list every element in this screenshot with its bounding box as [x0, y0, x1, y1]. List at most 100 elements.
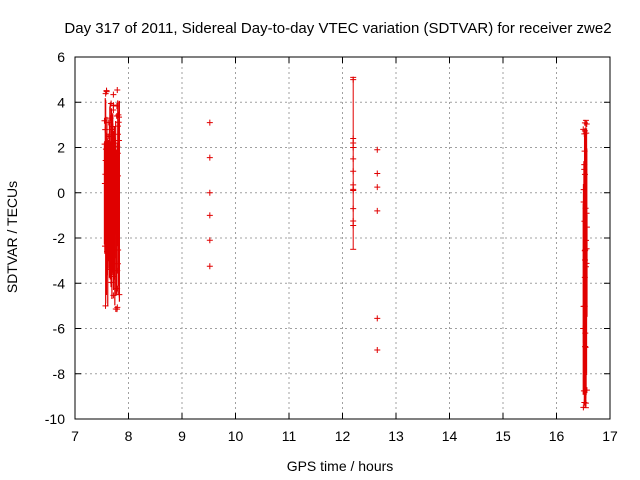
data-point — [580, 126, 587, 133]
cluster-point — [115, 137, 122, 144]
cluster-point — [105, 119, 112, 126]
cluster-point — [581, 161, 588, 168]
cluster-point — [114, 143, 121, 150]
data-point — [350, 76, 357, 83]
cluster-point — [105, 203, 112, 210]
cluster-point — [580, 387, 587, 394]
cluster-point — [108, 100, 115, 107]
cluster-point — [108, 214, 115, 221]
data-layer — [101, 76, 590, 411]
x-axis-label: GPS time / hours — [287, 458, 394, 474]
data-point — [206, 263, 213, 270]
data-point — [350, 155, 357, 162]
x-tick-label: 15 — [495, 428, 511, 444]
cluster-point — [116, 291, 123, 298]
y-axis-label: SDTVAR / TECUs — [4, 181, 20, 293]
data-point — [374, 146, 381, 153]
cluster-point — [101, 180, 108, 187]
cluster-point — [112, 220, 119, 227]
cluster-point — [582, 247, 589, 254]
x-tick-label: 8 — [125, 428, 133, 444]
cluster-point — [581, 274, 588, 281]
cluster-point — [102, 126, 109, 133]
cluster-point — [109, 123, 116, 130]
data-point — [374, 184, 381, 191]
cluster-point — [104, 248, 111, 255]
cluster-point — [110, 227, 117, 234]
chart-title: Day 317 of 2011, Sidereal Day-to-day VTE… — [64, 20, 611, 37]
x-tick-label: 11 — [282, 428, 297, 444]
cluster-point — [102, 146, 109, 153]
x-tick-label: 13 — [388, 428, 404, 444]
cluster-point — [102, 243, 109, 250]
data-point — [350, 144, 357, 151]
cluster-point — [110, 273, 117, 280]
cluster-point — [101, 117, 108, 124]
cluster-point — [112, 140, 119, 147]
data-point — [374, 207, 381, 214]
cluster-point — [582, 257, 589, 264]
cluster-point — [583, 224, 590, 231]
x-tick-label: 7 — [71, 428, 79, 444]
cluster-point — [581, 171, 588, 178]
cluster-point — [582, 330, 589, 337]
y-tick-label: 6 — [57, 49, 65, 65]
cluster-point — [114, 209, 121, 216]
data-point — [350, 222, 357, 229]
data-point — [206, 212, 213, 219]
cluster-point — [114, 260, 121, 267]
y-tick-label: -4 — [53, 275, 66, 291]
cluster-point — [102, 90, 109, 97]
cluster-point — [114, 304, 121, 311]
data-point — [206, 154, 213, 161]
cluster-point — [583, 260, 590, 267]
cluster-point — [583, 210, 590, 217]
y-tick-label: -6 — [53, 321, 66, 337]
cluster-point — [115, 123, 122, 130]
x-tick-label: 9 — [178, 428, 186, 444]
cluster-point — [107, 115, 114, 122]
cluster-point — [105, 133, 112, 140]
data-point — [582, 400, 589, 407]
x-tick-label: 12 — [335, 428, 351, 444]
cluster-point — [114, 86, 121, 93]
x-tick-label: 16 — [549, 428, 565, 444]
y-tick-label: 2 — [57, 140, 65, 156]
cluster-point — [582, 205, 589, 212]
data-point — [206, 119, 213, 126]
cluster-point — [583, 237, 590, 244]
data-point — [350, 187, 357, 194]
cluster-point — [583, 387, 590, 394]
cluster-point — [114, 172, 121, 179]
data-point — [374, 170, 381, 177]
cluster-point — [107, 266, 114, 273]
cluster-point — [114, 131, 121, 138]
cluster-point — [107, 199, 114, 206]
y-tick-label: 0 — [57, 185, 65, 201]
data-point — [374, 346, 381, 353]
x-tick-label: 17 — [602, 428, 618, 444]
data-point — [350, 168, 357, 175]
data-point — [374, 315, 381, 322]
cluster-point — [113, 112, 120, 119]
cluster-point — [102, 171, 109, 178]
cluster-point — [108, 166, 115, 173]
y-tick-label: -2 — [53, 230, 66, 246]
cluster-point — [110, 195, 117, 202]
cluster-point — [580, 186, 587, 193]
data-point — [206, 189, 213, 196]
cluster-point — [101, 141, 108, 148]
label-layer: 7 8 9 10 11 12 13 14 15 16 17 -10 -8 -6 -4 -2 0 2 4 6 — [45, 49, 618, 444]
y-tick-label: -8 — [53, 366, 66, 382]
cluster-point — [110, 91, 117, 98]
cluster-point — [581, 148, 588, 155]
cluster-point — [581, 218, 588, 225]
cluster-point — [581, 119, 588, 126]
cluster-point — [102, 157, 109, 164]
cluster-point — [111, 202, 118, 209]
cluster-point — [109, 187, 116, 194]
cluster-point — [580, 198, 587, 205]
cluster-point — [108, 279, 115, 286]
cluster-point — [583, 245, 590, 252]
